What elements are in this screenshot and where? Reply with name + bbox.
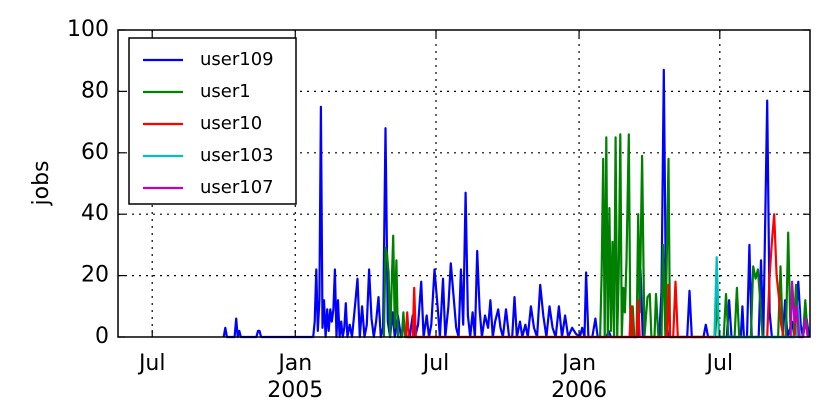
legend-label-user10: user10 (200, 113, 262, 134)
x-tick-label: Jan (560, 351, 596, 376)
legend: user109 user1 user10 user103 user107 (128, 37, 297, 205)
legend-frame (128, 37, 297, 205)
series-line-user107 (789, 280, 809, 339)
y-axis-ticks: 0 20 40 60 80 100 (67, 17, 810, 349)
x-tick-label: Jul (137, 351, 166, 376)
legend-label-user109: user109 (200, 49, 274, 70)
y-tick-label: 0 (95, 324, 109, 349)
x-tick-label: Jul (705, 351, 734, 376)
series-line-user109 (222, 68, 811, 339)
legend-label-user107: user107 (200, 177, 274, 198)
x-tick-year-label: 2005 (267, 378, 323, 403)
y-tick-label: 20 (81, 263, 109, 288)
x-tick-label: Jul (421, 351, 450, 376)
y-tick-label: 80 (81, 78, 109, 103)
y-axis-label: jobs (29, 161, 54, 207)
x-tick-label: Jan (276, 351, 312, 376)
x-tick-year-label: 2006 (551, 378, 607, 403)
y-tick-label: 40 (81, 201, 109, 226)
y-tick-label: 100 (67, 17, 109, 42)
legend-label-user1: user1 (200, 81, 251, 102)
legend-label-user103: user103 (200, 145, 274, 166)
plot-frame (117, 29, 811, 338)
y-tick-label: 60 (81, 140, 109, 165)
